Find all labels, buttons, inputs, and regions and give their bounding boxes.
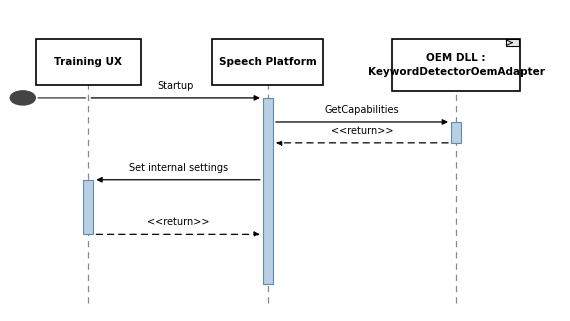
Text: <<return>>: <<return>> — [147, 217, 209, 227]
Bar — [35, 39, 141, 85]
Bar — [212, 39, 323, 85]
Text: Startup: Startup — [157, 81, 194, 91]
Text: Set internal settings: Set internal settings — [129, 163, 227, 173]
Bar — [506, 39, 519, 46]
Text: <<return>>: <<return>> — [331, 126, 393, 136]
Text: Speech Platform: Speech Platform — [219, 57, 317, 67]
Bar — [83, 180, 93, 234]
Bar — [392, 39, 520, 91]
Bar — [263, 98, 273, 284]
Text: Training UX: Training UX — [54, 57, 123, 67]
Bar — [451, 122, 461, 143]
Text: OEM DLL :
KeywordDetectorOemAdapter: OEM DLL : KeywordDetectorOemAdapter — [368, 53, 544, 77]
Text: GetCapabilities: GetCapabilities — [325, 105, 399, 115]
Circle shape — [10, 91, 35, 105]
